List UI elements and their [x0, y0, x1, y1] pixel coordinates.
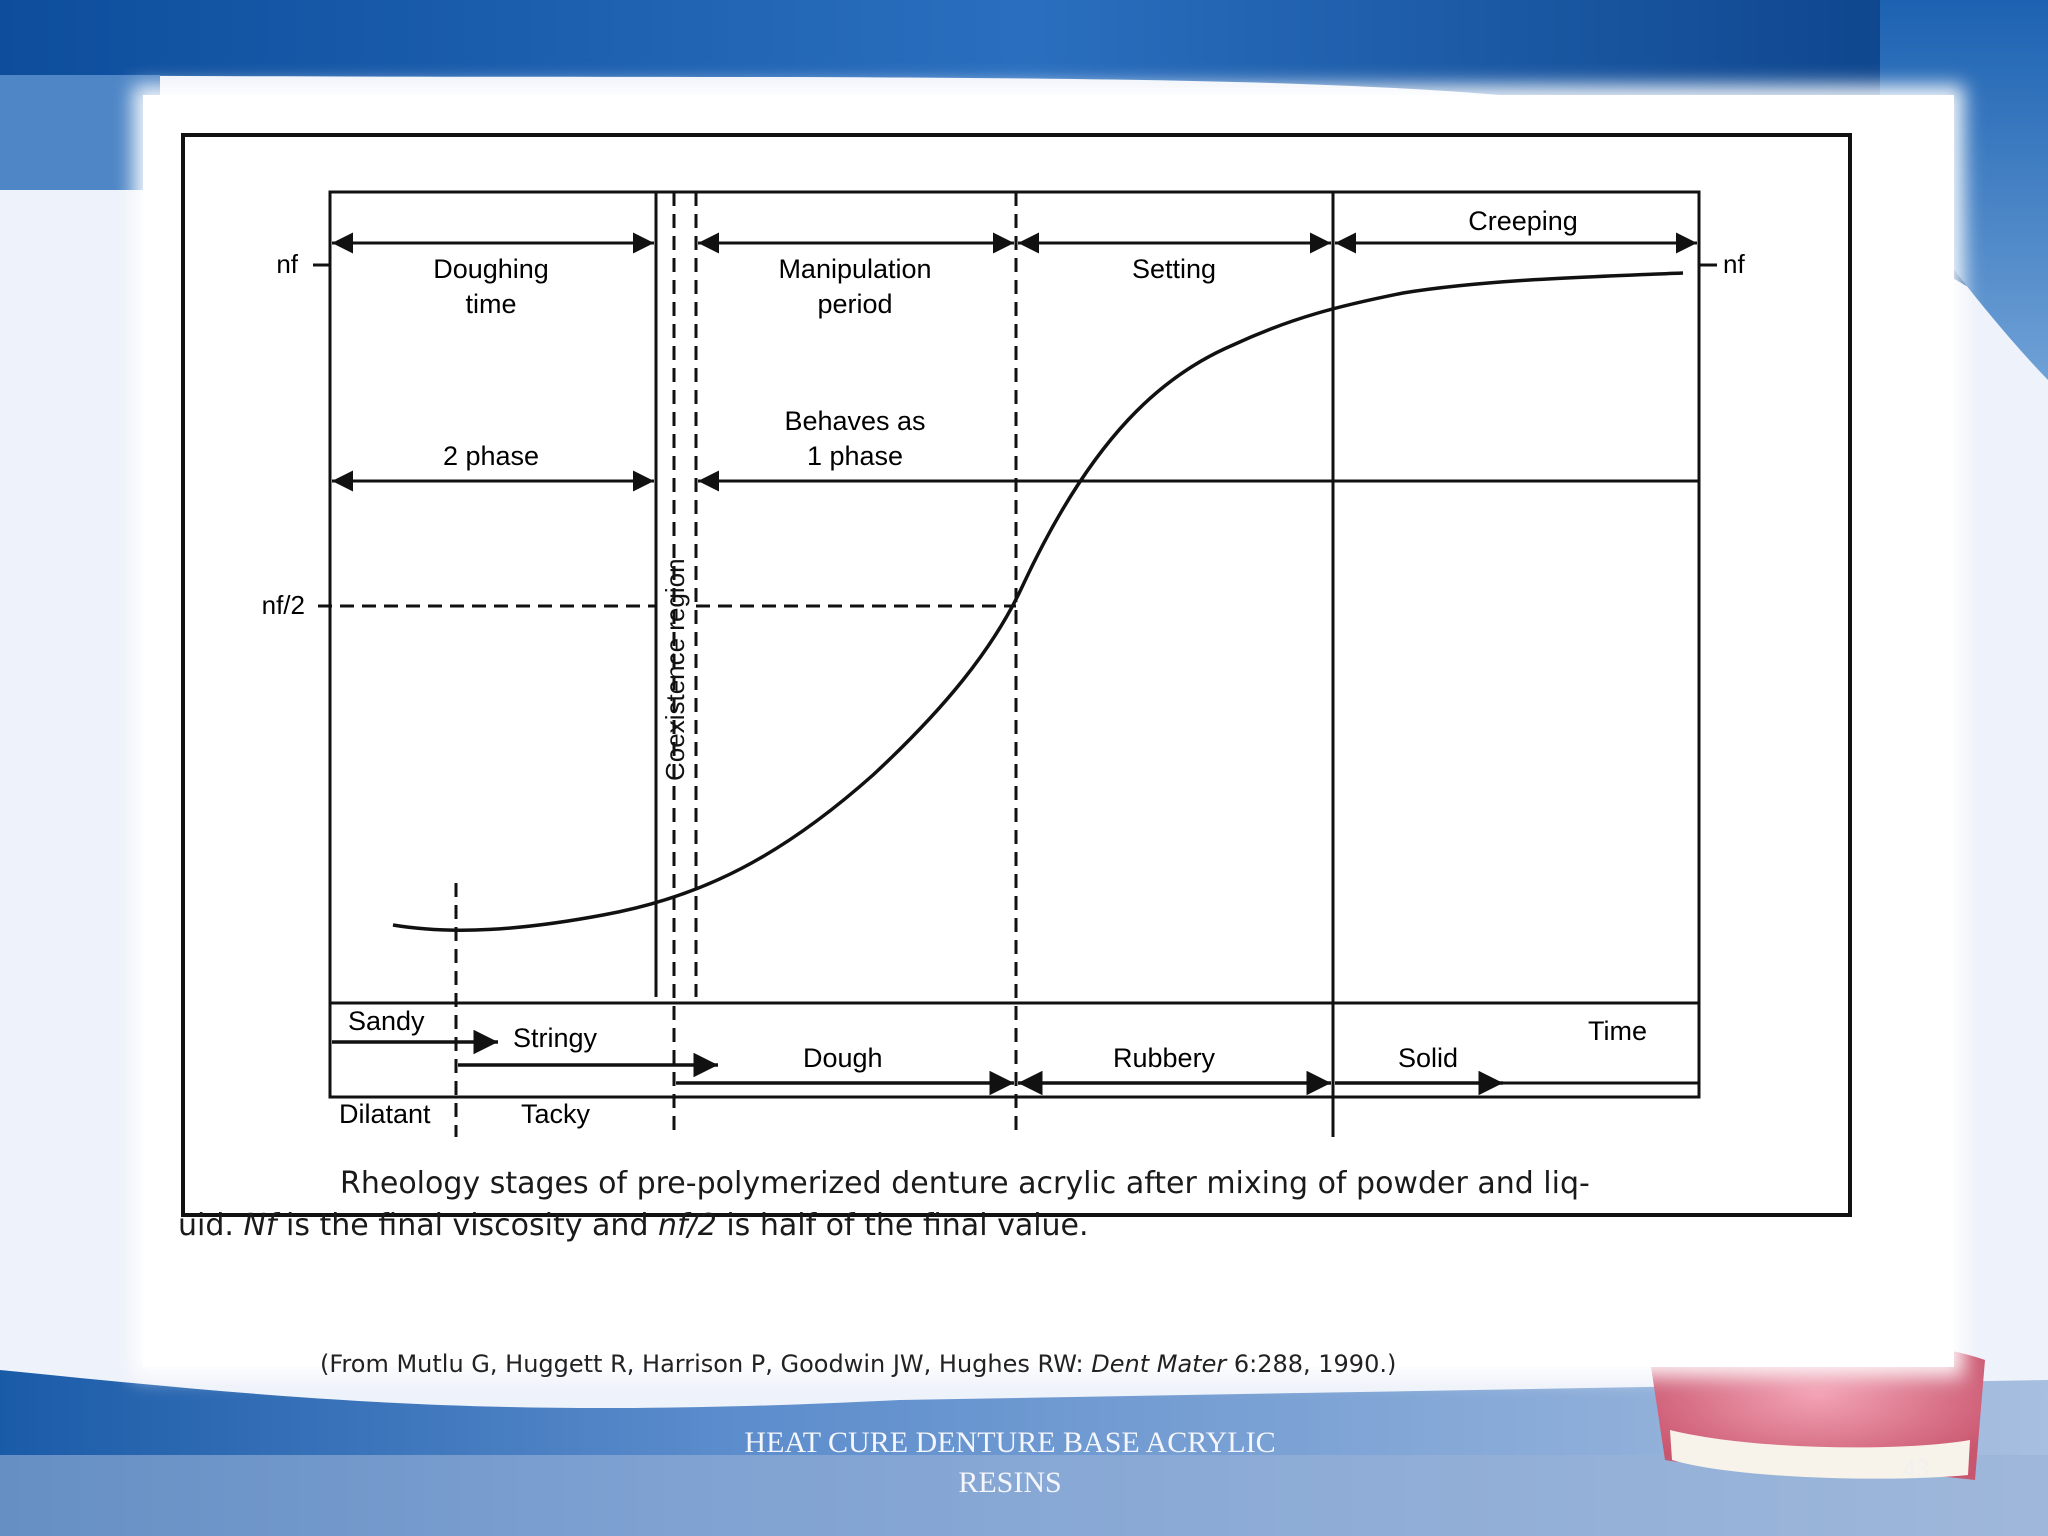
nf-label-right: nf [1723, 249, 1745, 279]
setting-label: Setting [1132, 254, 1216, 284]
caption-nf: Nf [243, 1208, 277, 1243]
denture-image [1650, 1337, 1985, 1480]
half-nf-label: nf/2 [262, 590, 305, 620]
coexistence-label: Coexistence region [660, 558, 690, 781]
figure-caption: Rheology stages of pre-polymerized dentu… [178, 1163, 1740, 1247]
caption-line-2: uid. Nf is the final viscosity and nf/2 … [178, 1205, 1740, 1247]
manipulation-label-1: Manipulation [778, 254, 931, 284]
source-journal: Dent Mater [1091, 1350, 1227, 1378]
footer-title: HEAT CURE DENTURE BASE ACRYLIC RESINS [700, 1423, 1320, 1503]
one-phase-label-1: Behaves as [784, 406, 925, 436]
sandy-label: Sandy [348, 1006, 425, 1036]
rheology-diagram: nf nf nf/2 Doughing time Manipulation pe… [181, 133, 1852, 1217]
viscosity-curve [392, 271, 1684, 932]
figure-card: nf nf nf/2 Doughing time Manipulation pe… [143, 95, 1954, 1367]
dilatant-label: Dilatant [339, 1099, 431, 1129]
stringy-label: Stringy [513, 1023, 598, 1053]
footer-title-line-2: RESINS [958, 1466, 1062, 1499]
caption-text: is half of the final value. [716, 1208, 1089, 1243]
rubbery-label: Rubbery [1113, 1043, 1216, 1073]
two-phase-label: 2 phase [443, 441, 539, 471]
caption-text: uid. [178, 1208, 244, 1243]
caption-nf2: nf/2 [658, 1208, 717, 1243]
caption-line-1: Rheology stages of pre-polymerized dentu… [340, 1166, 1590, 1201]
tacky-label: Tacky [521, 1099, 591, 1129]
source-text: (From Mutlu G, Huggett R, Harrison P, Go… [320, 1350, 1092, 1378]
footer-title-line-1: HEAT CURE DENTURE BASE ACRYLIC [744, 1426, 1276, 1459]
solid-label: Solid [1398, 1043, 1458, 1073]
creeping-label: Creeping [1468, 206, 1578, 236]
figure-source: (From Mutlu G, Huggett R, Harrison P, Go… [320, 1350, 1820, 1378]
doughing-label-1: Doughing [433, 254, 549, 284]
manipulation-label-2: period [817, 289, 892, 319]
time-label: Time [1588, 1016, 1647, 1046]
source-text: 6:288, 1990.) [1226, 1350, 1397, 1378]
doughing-label-2: time [465, 289, 516, 319]
caption-text: is the final viscosity and [276, 1208, 659, 1243]
one-phase-label-2: 1 phase [807, 441, 903, 471]
dough-label: Dough [803, 1043, 883, 1073]
slide-number: 43 [1903, 1454, 1929, 1483]
nf-label-left: nf [276, 249, 298, 279]
